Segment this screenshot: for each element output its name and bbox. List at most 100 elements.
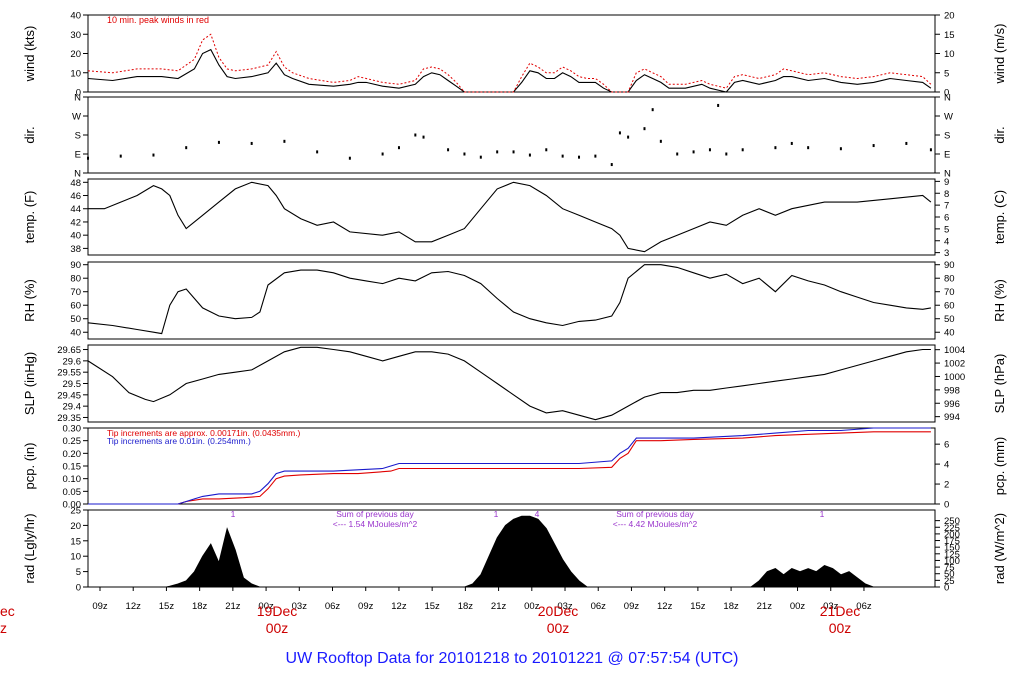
x-tick-label: 15z: [424, 601, 440, 612]
dir-point: [578, 155, 581, 159]
date-label: 21Dec: [820, 603, 860, 619]
rad-peak-marker: 1: [231, 509, 236, 519]
dir-point: [708, 148, 711, 152]
wind-ytick-label: 40: [70, 11, 81, 22]
dir-ylabel: dir.: [22, 126, 37, 143]
wind-ytick-right-label: 20: [944, 11, 955, 22]
slp-ylabel-right: SLP (hPa): [992, 354, 1007, 414]
temp-ytick-label: 48: [70, 178, 81, 189]
wind-ytick-label: 10: [70, 68, 81, 79]
wind-ylabel: wind (kts): [22, 26, 37, 83]
dir-point: [659, 139, 662, 143]
date-label-hour: 00z: [829, 620, 852, 636]
dir-point: [929, 148, 932, 152]
rh-ytick-label: 80: [70, 274, 81, 285]
dir-point: [692, 150, 695, 154]
rad-ytick-label: 20: [70, 521, 81, 532]
dir-point: [790, 141, 793, 145]
rad-ytick-right-label: 175: [944, 536, 960, 547]
rad-ytick-label: 25: [70, 506, 81, 517]
wind-ytick-label: 30: [70, 30, 81, 41]
dir-ylabel-right: dir.: [992, 126, 1007, 143]
slp-line-1: [87, 346, 931, 421]
temp-ytick-right-label: 5: [944, 224, 949, 235]
rad-area: [88, 515, 931, 588]
dir-point: [512, 150, 515, 154]
slp-ytick-right-label: 1004: [944, 345, 965, 356]
date-label: 19Dec: [257, 603, 297, 619]
temp-ytick-right-label: 4: [944, 236, 949, 247]
temp-ytick-right-label: 3: [944, 248, 949, 259]
rad-ytick-right-label: 100: [944, 556, 960, 567]
dir-point: [447, 148, 450, 152]
rad-annotation: Sum of previous day: [336, 509, 414, 519]
slp-ytick-right-label: 1002: [944, 359, 965, 370]
pcp-ytick-label: 0.10: [63, 474, 82, 485]
dir-point: [651, 108, 654, 112]
dir-point: [414, 133, 417, 137]
temp-ytick-right-label: 8: [944, 189, 949, 200]
date-label-hour: z: [0, 620, 7, 636]
pcp-annotation: Tip increments are 0.01in. (0.254mm.): [107, 436, 251, 446]
x-tick-label: 18z: [458, 601, 474, 612]
temp-ylabel: temp. (F): [22, 191, 37, 244]
rh-ytick-right-label: 60: [944, 301, 955, 312]
rad-annotation: <--- 4.42 MJoules/m^2: [613, 519, 698, 529]
wind-ytick-right-label: 15: [944, 30, 955, 41]
rad-ytick-label: 15: [70, 536, 81, 547]
slp-ytick-label: 29.4: [63, 402, 82, 413]
x-tick-label: 09z: [624, 601, 640, 612]
rad-ytick-right-label: 25: [944, 576, 955, 587]
x-tick-label: 18z: [723, 601, 739, 612]
rad-ytick-right-label: 250: [944, 516, 960, 527]
page-title: UW Rooftop Data for 20101218 to 20101221…: [285, 650, 739, 667]
slp-ytick-label: 29.45: [57, 390, 81, 401]
pcp-ytick-right-label: 0: [944, 500, 949, 511]
rh-ytick-right-label: 70: [944, 287, 955, 298]
slp-ytick-label: 29.6: [63, 356, 82, 367]
dir-point: [528, 153, 531, 157]
rad-ytick-right-label: 200: [944, 529, 960, 540]
dir-point: [316, 150, 319, 154]
temp-ylabel-right: temp. (C): [992, 190, 1007, 244]
dir-point: [725, 152, 728, 156]
rad-ylabel: rad (Lgly/hr): [22, 513, 37, 583]
x-tick-label: 09z: [92, 601, 108, 612]
dir-ytick-right-label: S: [944, 131, 950, 142]
rad-peak-marker: 4: [535, 509, 540, 519]
x-tick-label: 21z: [225, 601, 241, 612]
dir-point: [217, 140, 220, 144]
wind-annotation: 10 min. peak winds in red: [107, 15, 209, 25]
dir-point: [119, 154, 122, 158]
rh-ytick-label: 40: [70, 328, 81, 339]
dir-point: [152, 153, 155, 157]
wind-ytick-label: 20: [70, 49, 81, 60]
dir-point: [905, 141, 908, 145]
slp-ylabel: SLP (inHg): [22, 352, 37, 415]
temp-ytick-right-label: 6: [944, 213, 949, 224]
dir-point: [676, 152, 679, 156]
wind-line-1: [87, 48, 932, 93]
x-tick-label: 06z: [591, 601, 607, 612]
x-tick-label: 03z: [292, 601, 308, 612]
x-tick-label: 03z: [823, 601, 839, 612]
dir-point: [594, 154, 597, 158]
date-label: 20Dec: [538, 603, 578, 619]
slp-ytick-label: 29.35: [57, 413, 81, 424]
rad-ytick-label: 0: [76, 583, 81, 594]
pcp-ytick-label: 0.20: [63, 449, 82, 460]
pcp-line-2: [88, 427, 931, 505]
dir-point: [717, 103, 720, 107]
rh-ytick-label: 50: [70, 314, 81, 325]
temp-ytick-label: 38: [70, 244, 81, 255]
dir-point: [872, 144, 875, 148]
dir-point: [185, 146, 188, 150]
x-tick-label: 15z: [159, 601, 175, 612]
pcp-ytick-right-label: 4: [944, 460, 949, 471]
rad-ytick-right-label: 150: [944, 543, 960, 554]
dir-point: [610, 163, 613, 167]
x-tick-label: 06z: [325, 601, 341, 612]
wind-ytick-right-label: 0: [944, 88, 949, 99]
dir-ytick-label: W: [72, 112, 81, 123]
